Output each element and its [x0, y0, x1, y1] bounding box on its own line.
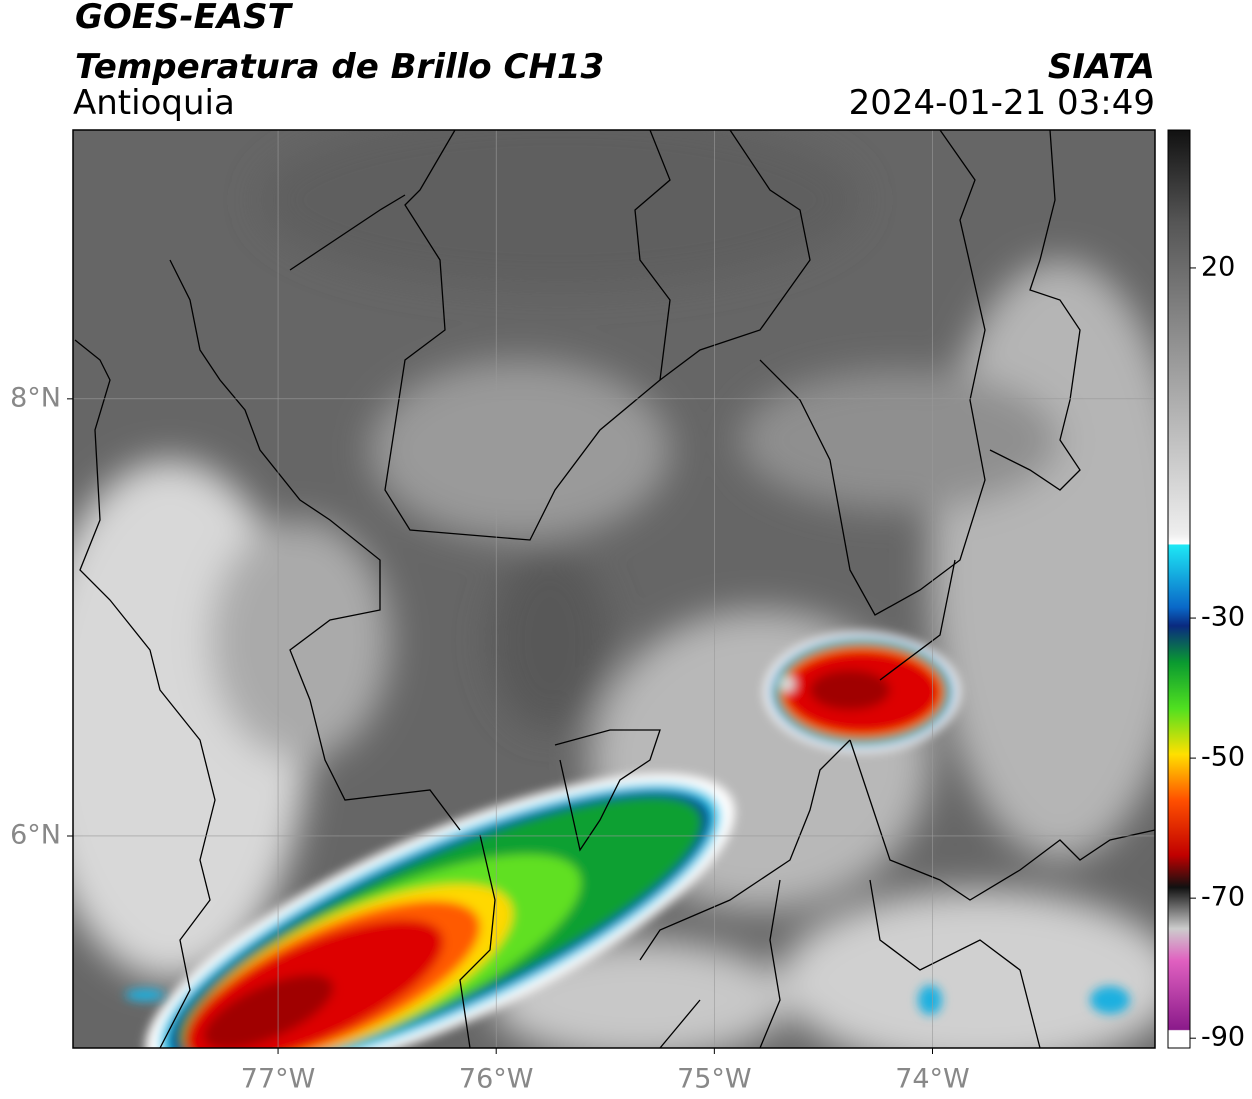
y-tick-label: 6°N — [10, 819, 61, 850]
datetime-label: 2024-01-21 03:49 — [849, 83, 1155, 123]
graticule — [73, 130, 1155, 1048]
y-tick-label: 8°N — [10, 382, 61, 413]
x-tick-label: 75°W — [677, 1064, 752, 1095]
source-label: SIATA — [1048, 47, 1155, 87]
colorbar-tick-label: -50 — [1201, 742, 1245, 773]
colorbar — [1167, 129, 1191, 1049]
region-label: Antioquia — [73, 83, 235, 123]
satellite-image — [73, 130, 1155, 1048]
colorbar-tick-label: 20 — [1201, 251, 1235, 282]
x-tick-label: 76°W — [459, 1064, 534, 1095]
colorbar-tick-label: -90 — [1201, 1022, 1245, 1053]
satellite-title: GOES-EAST — [75, 0, 294, 37]
colorbar-tick-label: -70 — [1201, 882, 1245, 913]
boundaries — [74, 130, 1155, 1048]
x-tick-label: 74°W — [895, 1064, 970, 1095]
map-frame — [72, 129, 1156, 1049]
x-tick-label: 77°W — [241, 1064, 316, 1095]
product-title: Temperatura de Brillo CH13 — [75, 47, 604, 87]
colorbar-tick-label: -30 — [1201, 602, 1245, 633]
